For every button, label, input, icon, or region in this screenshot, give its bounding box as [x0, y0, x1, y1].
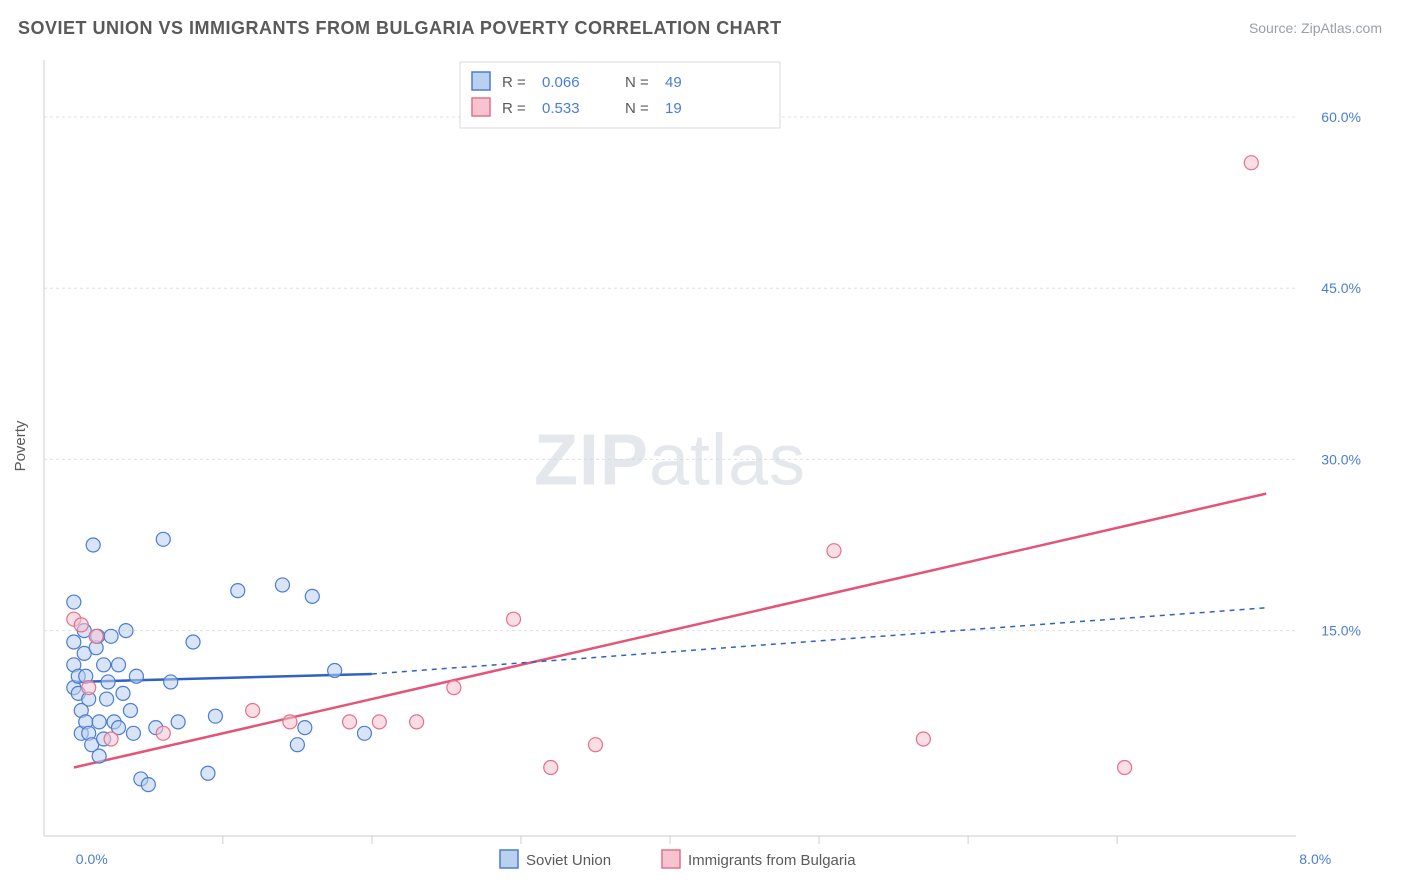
data-point: [104, 732, 118, 746]
legend-n-value: 19: [665, 100, 682, 117]
data-point: [357, 726, 371, 740]
legend-r-label: R =: [502, 74, 526, 91]
data-point: [104, 629, 118, 643]
y-tick-label: 15.0%: [1321, 623, 1361, 639]
data-point: [126, 726, 140, 740]
series-label: Soviet Union: [526, 852, 611, 869]
data-point: [116, 686, 130, 700]
data-point: [156, 532, 170, 546]
data-point: [67, 635, 81, 649]
data-point: [328, 664, 342, 678]
data-point: [208, 709, 222, 723]
data-point: [97, 658, 111, 672]
legend-r-value: 0.533: [542, 100, 580, 117]
data-point: [92, 749, 106, 763]
data-point: [82, 681, 96, 695]
series-label: Immigrants from Bulgaria: [688, 852, 856, 869]
data-point: [101, 675, 115, 689]
data-point: [827, 544, 841, 558]
x-tick-label: 0.0%: [76, 851, 108, 867]
legend-r-value: 0.066: [542, 74, 580, 91]
series-swatch: [662, 850, 680, 868]
legend-swatch: [472, 72, 490, 90]
data-point: [507, 612, 521, 626]
data-point: [447, 681, 461, 695]
data-point: [372, 715, 386, 729]
data-point: [100, 692, 114, 706]
data-point: [298, 721, 312, 735]
data-point: [544, 761, 558, 775]
data-point: [156, 726, 170, 740]
data-point: [164, 675, 178, 689]
watermark: ZIPatlas: [534, 420, 806, 500]
data-point: [86, 538, 100, 552]
trend-line: [74, 674, 372, 682]
x-tick-label: 8.0%: [1299, 851, 1331, 867]
legend-stats: [460, 62, 780, 128]
data-point: [186, 635, 200, 649]
data-point: [67, 595, 81, 609]
data-point: [588, 738, 602, 752]
y-tick-label: 45.0%: [1321, 280, 1361, 296]
data-point: [123, 703, 137, 717]
legend-r-label: R =: [502, 100, 526, 117]
data-point: [275, 578, 289, 592]
data-point: [201, 766, 215, 780]
legend-n-value: 49: [665, 74, 682, 91]
data-point: [916, 732, 930, 746]
data-point: [410, 715, 424, 729]
data-point: [1118, 761, 1132, 775]
data-point: [290, 738, 304, 752]
legend-swatch: [472, 98, 490, 116]
data-point: [74, 618, 88, 632]
data-point: [112, 658, 126, 672]
data-point: [89, 629, 103, 643]
data-point: [171, 715, 185, 729]
data-point: [129, 669, 143, 683]
chart-canvas: 15.0% 30.0% 45.0% 60.0% ZIPatlas 0.0% 8.0% R = 0…: [0, 0, 1406, 892]
data-point: [92, 715, 106, 729]
data-point: [343, 715, 357, 729]
data-point: [1244, 156, 1258, 170]
data-point: [119, 624, 133, 638]
data-point: [141, 778, 155, 792]
y-tick-label: 60.0%: [1321, 109, 1361, 125]
series-swatch: [500, 850, 518, 868]
data-point: [246, 703, 260, 717]
data-point: [305, 589, 319, 603]
y-tick-label: 30.0%: [1321, 451, 1361, 467]
trend-line: [74, 494, 1266, 768]
data-point: [283, 715, 297, 729]
data-point: [231, 584, 245, 598]
legend-n-label: N =: [625, 100, 649, 117]
legend-n-label: N =: [625, 74, 649, 91]
